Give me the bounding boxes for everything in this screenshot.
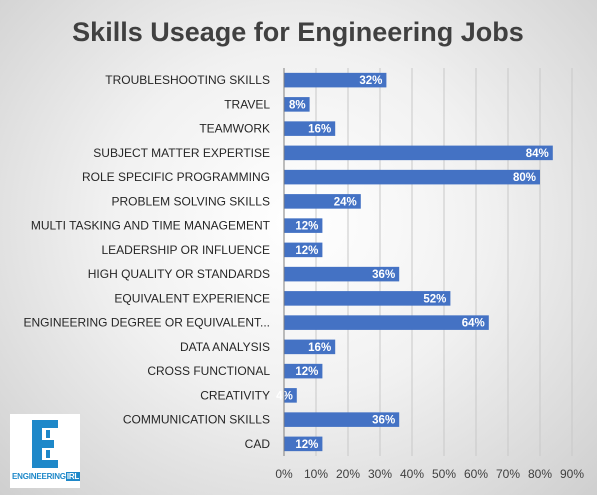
category-label: CROSS FUNCTIONAL (147, 364, 270, 378)
bar (284, 266, 400, 282)
bar (284, 97, 310, 112)
category-label: CAD (245, 437, 271, 451)
bar (284, 315, 489, 330)
bar (284, 291, 451, 306)
category-label: ROLE SPECIFIC PROGRAMMING (82, 170, 270, 184)
chart-title: Skills Useage for Engineering Jobs (72, 17, 524, 47)
data-label: 36% (372, 269, 395, 281)
bar (284, 363, 323, 379)
category-label: TRAVEL (224, 97, 270, 111)
logo-text: ENGINEERINGIRL (12, 472, 81, 481)
category-label: SUBJECT MATTER EXPERTISE (93, 146, 270, 160)
bar (284, 339, 336, 355)
data-label: 24% (334, 196, 357, 208)
category-label: EQUIVALENT EXPERIENCE (114, 291, 270, 305)
category-labels: TROUBLESHOOTING SKILLS TRAVEL TEAMWORK SUBJ… (24, 73, 271, 451)
bar (284, 121, 336, 136)
data-label: 80% (513, 172, 536, 184)
bar (284, 436, 323, 452)
category-label: ENGINEERING DEGREE OR EQUIVALENT... (24, 316, 271, 330)
logo-e-icon (32, 420, 58, 468)
x-tick-label: 40% (400, 467, 424, 481)
bar (284, 72, 387, 88)
x-tick-labels: 0% 10% 20% 30% 40% 50% 60% 70% 80% 90% (275, 467, 584, 481)
category-label: PROBLEM SOLVING SKILLS (111, 194, 270, 208)
data-label: 64% (462, 318, 485, 330)
x-tick-label: 0% (275, 467, 293, 481)
category-label: MULTI TASKING AND TIME MANAGEMENT (31, 219, 271, 233)
x-tick-label: 80% (528, 467, 552, 481)
x-tick-label: 50% (432, 467, 456, 481)
category-label: TROUBLESHOOTING SKILLS (105, 73, 270, 87)
data-label: 84% (526, 148, 549, 160)
category-label: DATA ANALYSIS (180, 340, 270, 354)
category-label: LEADERSHIP OR INFLUENCE (102, 243, 271, 257)
bar (284, 169, 540, 185)
data-labels: 32%8%16%84%80%24%12%12%36%52%64%16%12%4%… (276, 75, 549, 451)
category-label: TEAMWORK (199, 122, 270, 136)
bar (284, 388, 297, 403)
bar (284, 145, 553, 161)
category-label: HIGH QUALITY OR STANDARDS (88, 267, 270, 281)
x-tick-label: 90% (560, 467, 584, 481)
engineering-irl-logo: ENGINEERINGIRL (10, 414, 81, 488)
bar (284, 412, 400, 427)
data-label: 32% (359, 75, 382, 87)
x-tick-label: 30% (368, 467, 392, 481)
gridlines (315, 68, 573, 456)
logo-text-main: ENGINEERING (12, 472, 66, 481)
data-label: 16% (308, 124, 331, 136)
x-tick-label: 70% (496, 467, 520, 481)
bars (284, 72, 553, 452)
data-label: 52% (423, 293, 446, 305)
data-label: 16% (308, 342, 331, 354)
data-label: 12% (295, 366, 318, 378)
x-tick-label: 20% (336, 467, 360, 481)
bar (284, 194, 361, 209)
data-label: 36% (372, 415, 395, 427)
data-label: 8% (289, 99, 306, 111)
bar (284, 218, 323, 233)
bar (284, 242, 323, 258)
x-tick-label: 60% (464, 467, 488, 481)
data-label: 12% (295, 221, 318, 233)
category-label: CREATIVITY (200, 388, 270, 402)
data-label: 12% (295, 439, 318, 451)
x-tick-label: 10% (304, 467, 328, 481)
category-label: COMMUNICATION SKILLS (123, 413, 270, 427)
data-label: 12% (295, 245, 318, 257)
logo-text-accent: IRL (65, 472, 81, 481)
